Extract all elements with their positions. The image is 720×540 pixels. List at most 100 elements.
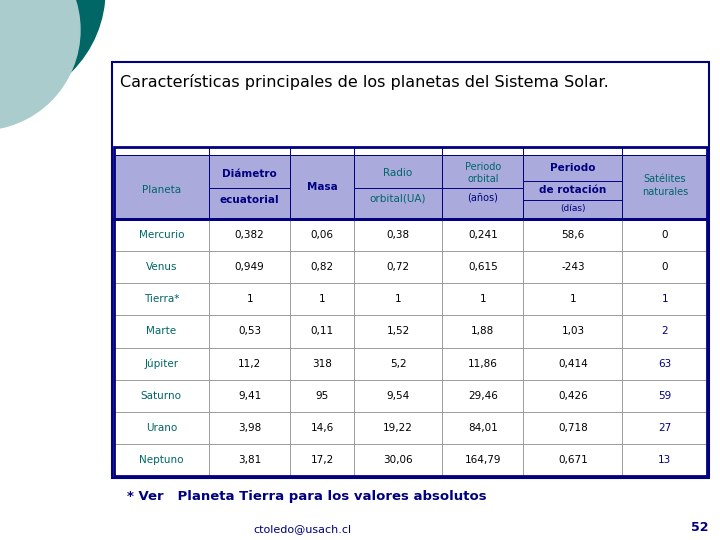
Bar — [442, 251, 523, 284]
Bar — [114, 380, 209, 411]
Text: ctoledo@usach.cl: ctoledo@usach.cl — [253, 524, 351, 534]
Text: 27: 27 — [658, 423, 672, 433]
Bar — [523, 155, 622, 219]
Bar — [354, 444, 442, 476]
Bar — [209, 284, 290, 315]
Text: 0,06: 0,06 — [310, 230, 333, 240]
Text: 58,6: 58,6 — [562, 230, 585, 240]
Text: 2: 2 — [662, 327, 668, 336]
Text: * Ver   Planeta Tierra para los valores absolutos: * Ver Planeta Tierra para los valores ab… — [127, 490, 486, 503]
Text: 0,426: 0,426 — [558, 390, 588, 401]
Bar — [209, 251, 290, 284]
Text: Saturno: Saturno — [141, 390, 181, 401]
Bar — [354, 147, 442, 155]
Bar — [209, 155, 290, 219]
Text: Tierra*: Tierra* — [143, 294, 179, 305]
Text: 164,79: 164,79 — [464, 455, 501, 465]
Bar — [523, 348, 622, 380]
Bar — [209, 219, 290, 251]
Text: 1,88: 1,88 — [471, 327, 495, 336]
Bar — [114, 219, 209, 251]
Text: orbital(UA): orbital(UA) — [370, 194, 426, 204]
Text: 0,615: 0,615 — [468, 262, 498, 272]
Text: Satélites: Satélites — [644, 174, 686, 185]
Text: Periodo: Periodo — [464, 161, 501, 172]
Text: 84,01: 84,01 — [468, 423, 498, 433]
Bar — [354, 348, 442, 380]
Bar — [290, 348, 354, 380]
Bar — [523, 380, 622, 411]
Text: Urano: Urano — [145, 423, 177, 433]
Bar — [290, 380, 354, 411]
Bar — [114, 315, 209, 348]
Text: 1,52: 1,52 — [387, 327, 410, 336]
Text: 0,949: 0,949 — [235, 262, 264, 272]
Text: Planeta: Planeta — [142, 185, 181, 195]
Text: 0: 0 — [662, 262, 668, 272]
Bar — [622, 315, 707, 348]
Bar — [622, 251, 707, 284]
Text: 13: 13 — [658, 455, 672, 465]
Bar — [442, 380, 523, 411]
Bar — [112, 62, 709, 478]
Bar — [209, 147, 290, 155]
Bar — [114, 284, 209, 315]
Text: ecuatorial: ecuatorial — [220, 195, 279, 205]
Bar — [354, 251, 442, 284]
Text: -243: -243 — [561, 262, 585, 272]
Bar — [442, 315, 523, 348]
Bar — [114, 147, 209, 155]
Bar — [622, 380, 707, 411]
Text: Neptuno: Neptuno — [139, 455, 184, 465]
Text: 1: 1 — [319, 294, 325, 305]
Bar — [209, 348, 290, 380]
Text: 0,382: 0,382 — [235, 230, 264, 240]
Text: 0,11: 0,11 — [310, 327, 333, 336]
Bar — [114, 219, 707, 476]
Text: 1,03: 1,03 — [562, 327, 585, 336]
Text: Venus: Venus — [145, 262, 177, 272]
Text: 9,41: 9,41 — [238, 390, 261, 401]
Text: 0,241: 0,241 — [468, 230, 498, 240]
Bar — [442, 284, 523, 315]
Text: 1: 1 — [395, 294, 401, 305]
Bar — [622, 411, 707, 444]
Bar — [114, 251, 209, 284]
Text: Marte: Marte — [146, 327, 176, 336]
Text: 9,54: 9,54 — [387, 390, 410, 401]
Bar — [354, 219, 442, 251]
Bar — [290, 284, 354, 315]
Bar — [622, 147, 707, 155]
Text: 5,2: 5,2 — [390, 359, 406, 368]
Bar — [622, 444, 707, 476]
Text: 59: 59 — [658, 390, 672, 401]
Bar — [442, 444, 523, 476]
Bar — [114, 155, 209, 219]
Text: 0: 0 — [662, 230, 668, 240]
Text: orbital: orbital — [467, 174, 498, 185]
Bar — [523, 315, 622, 348]
Bar — [114, 147, 707, 219]
Circle shape — [0, 0, 80, 130]
Text: 11,86: 11,86 — [468, 359, 498, 368]
Text: Características principales de los planetas del Sistema Solar.: Características principales de los plane… — [120, 74, 608, 90]
Text: 1: 1 — [480, 294, 486, 305]
Bar — [523, 251, 622, 284]
Bar — [523, 444, 622, 476]
Text: Masa: Masa — [307, 182, 338, 192]
Bar — [442, 219, 523, 251]
Text: 0,671: 0,671 — [558, 455, 588, 465]
Bar — [523, 219, 622, 251]
Text: 0,82: 0,82 — [310, 262, 333, 272]
Circle shape — [0, 0, 105, 105]
Text: 1: 1 — [570, 294, 576, 305]
Text: naturales: naturales — [642, 187, 688, 197]
Bar — [114, 444, 209, 476]
Bar — [209, 315, 290, 348]
Bar — [523, 284, 622, 315]
Bar — [209, 444, 290, 476]
Text: Diámetro: Diámetro — [222, 170, 277, 179]
Text: 0,53: 0,53 — [238, 327, 261, 336]
Bar — [114, 411, 209, 444]
Text: 14,6: 14,6 — [310, 423, 333, 433]
